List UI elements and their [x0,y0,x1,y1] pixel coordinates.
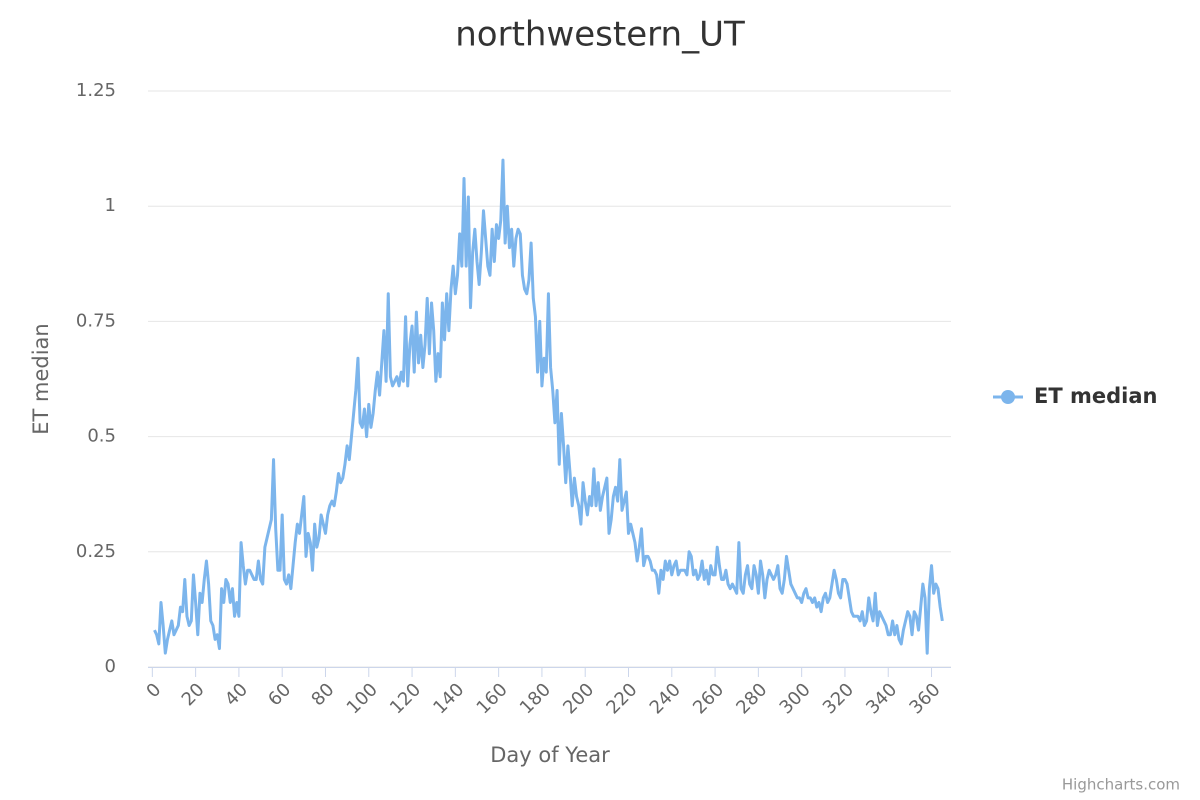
x-tick-label: 200 [559,679,598,718]
x-tick-label: 180 [516,679,555,718]
x-tick-label: 260 [689,679,728,718]
x-tick-label: 140 [429,679,468,718]
y-axis-title: ET median [29,323,53,435]
y-tick-label: 1 [105,195,116,216]
x-tick-label: 60 [264,679,295,710]
legend-label: ET median [1034,384,1157,408]
y-tick-label: 0.5 [87,426,116,447]
x-tick-label: 120 [386,679,425,718]
x-tick-label: 320 [819,679,858,718]
x-tick-label: 340 [862,679,901,718]
data-line [153,158,944,655]
y-tick-label: 0.25 [76,541,116,562]
legend-symbol [1001,390,1015,404]
x-tick-label: 40 [221,679,252,710]
credits: Highcharts.com [1062,776,1180,794]
y-tick-label: 1.25 [76,80,116,101]
x-tick-label: 100 [343,679,382,718]
x-tick-label: 0 [142,679,165,702]
x-tick-label: 280 [732,679,771,718]
x-tick-label: 240 [646,679,685,718]
x-tick-label: 20 [178,679,209,710]
x-tick-label: 160 [473,679,512,718]
x-tick-label: 360 [905,679,944,718]
legend-item[interactable]: ET median [993,384,1157,408]
x-axis-title: Day of Year [490,743,610,767]
y-tick-label: 0 [105,656,116,677]
chart-title: northwestern_UT [455,15,745,55]
x-tick-label: 80 [308,679,339,710]
x-tick-label: 300 [776,679,815,718]
y-tick-label: 0.75 [76,310,116,331]
x-tick-label: 220 [602,679,641,718]
